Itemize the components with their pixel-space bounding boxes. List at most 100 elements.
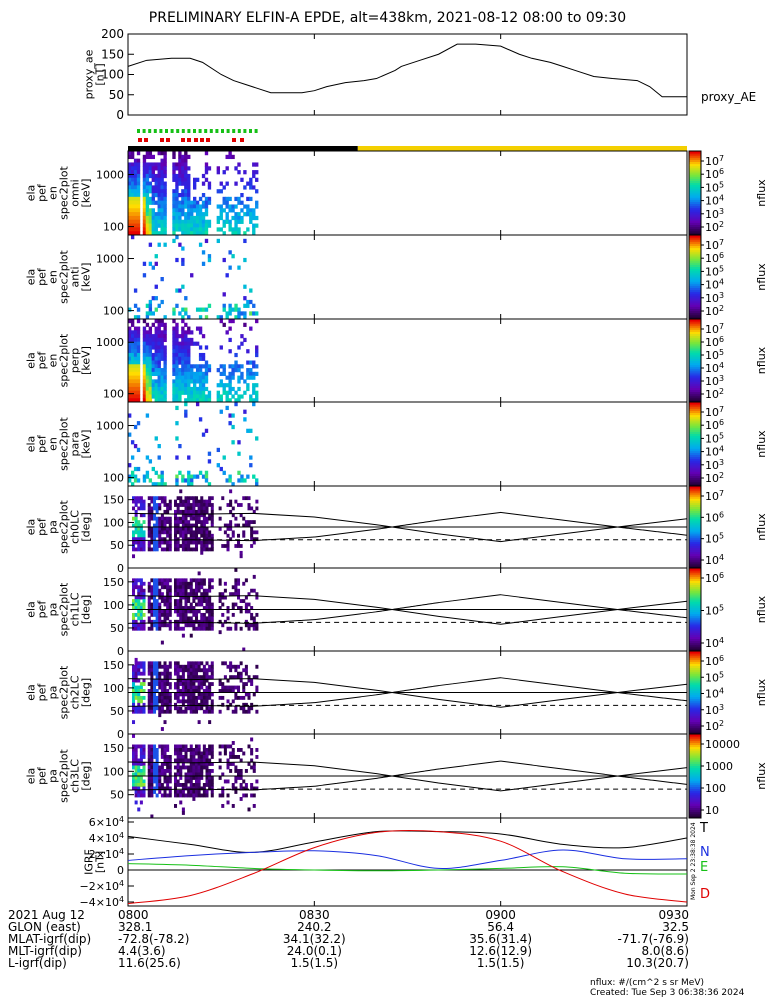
pa-panel-2-cell [205,702,209,707]
pa-panel-2-cell [134,695,138,700]
pa-panel-1-cell [155,581,159,586]
energy-panel-1-cell [237,315,241,320]
energy-panel-3-cbar-label-0: 107 [705,405,724,419]
energy-panel-2-cbar-label-2: 105 [705,348,724,362]
energy-panel-2-cell [181,386,185,392]
energy-panel-3-cell [237,478,241,483]
pa-panel-1-cell [174,578,178,583]
pa-panel-1-cell [147,606,151,610]
pa-panel-1-cbar-cell [689,574,701,577]
energy-panel-0-cell [160,166,164,171]
pa-panel-3-cell [134,786,138,791]
energy-panel-2-cell [133,334,138,339]
pa-panel-0-cell [134,530,138,535]
pa-panel-1-cell [184,619,188,624]
pa-panel-0-cell [160,516,164,521]
energy-panel-2-cell [133,337,138,343]
energy-panel-0-cell [175,181,179,186]
pa-panel-3-cell [176,762,180,766]
pa-panel-2-cell [202,692,206,697]
pa-panel-1-cell [202,626,206,631]
pa-panel-3-cell [189,776,193,780]
pa-panel-1-cell [150,585,154,590]
energy-panel-0-cbar-cell [689,169,701,173]
energy-panel-2-cell [145,345,150,350]
energy-panel-0-cell [157,219,161,224]
side-stamp: Mon Sep 2 23:38:38 2024 [690,822,697,900]
pa-panel-3-cell [223,779,227,784]
energy-panel-2-cell [145,364,150,369]
pa-panel-1-cell [176,606,180,610]
energy-panel-3-cbar-label-4: 103 [705,458,724,472]
pa-panel-0-cell [239,503,243,507]
pa-panel-3-cell [200,772,204,777]
pa-panel-2-cell [205,671,209,676]
energy-panel-1-cbar-cell [689,295,701,299]
energy-panel-2-cell [142,326,147,331]
energy-panel-0-cell [178,151,182,156]
pa-panel-3-cell [155,772,159,777]
pa-panel-0-cell [158,523,162,528]
pa-panel-1-cell [137,602,141,607]
pa-panel-1-cell [189,581,193,586]
pa-panel-2-cell [150,706,154,711]
energy-panel-0-cell [154,177,158,182]
pa-panel-0-cell [134,496,138,501]
pa-panel-3-cell [150,769,154,773]
pa-panel-0-cell [226,544,230,548]
energy-panel-0-cell [133,215,138,221]
pa-panel-1-cell [166,623,170,628]
pa-panel-3-cell [139,762,143,766]
energy-panel-3-cell [252,402,256,407]
pa-panel-1-cell [197,626,201,631]
energy-panel-0-cell [151,219,155,224]
energy-panel-0-cell [255,204,259,209]
pa-panel-2-cell [197,695,201,700]
pa-panel-2-cell [195,678,199,683]
energy-panel-0-cell [228,196,232,202]
pa-panel-1-cell [158,619,162,624]
pa-panel-2-cell [205,709,209,714]
pa-panel-2-cell [181,671,185,676]
energy-panel-2-cbar-cell [689,368,701,372]
pa-panel-3-cell [226,744,230,749]
pa-panel-1-cell [168,585,172,590]
pa-panel-1-cell [132,612,136,617]
energy-panel-0-cell [175,204,179,209]
pa-panel-0-cell [205,547,209,552]
pa-panel-2-cell [189,706,193,711]
energy-panel-2-cell [128,390,132,395]
energy-panel-2-cell [178,398,182,403]
pa-panel-3-cell [132,783,136,787]
pa-panel-0-cell [163,523,167,528]
pa-panel-1-cell [139,609,143,614]
energy-panel-2-cell [133,386,138,392]
energy-panel-2-cbar-cell [689,360,701,364]
energy-panel-0-cell [249,208,253,213]
pa-panel-2-cell [160,727,164,731]
igrf-ytick-label-4: −2×104 [80,879,124,893]
pa-panel-2-cell [163,668,167,673]
energy-panel-2-cell [136,371,141,376]
energy-panel-0-cell [184,189,188,194]
energy-panel-0-cell [237,170,241,175]
energy-panel-0-cell [198,196,203,202]
pa-panel-2-cell [160,664,164,669]
pa-panel-0-cell [153,513,157,518]
pa-panel-0-cell [181,509,185,514]
pa-panel-1-cell [187,592,191,597]
energy-panel-2-cell [249,326,253,331]
pa-panel-0-cell [163,540,167,545]
pa-panel-0-cell [181,520,185,524]
pa-panel-0-cell [142,540,146,545]
energy-panel-0-cell [142,193,147,198]
pa-panel-1-cell [195,581,199,586]
pa-panel-2-cell [134,657,138,662]
pa-panel-3-cell [139,793,143,798]
energy-panel-0-cell [130,185,135,190]
pa-panel-2-cell [221,702,225,707]
pa-panel-3-cell [250,786,254,791]
pa-panel-1-cell [184,581,188,586]
pa-panel-3-cell [189,790,193,794]
pa-panel-0-cell [158,516,162,521]
